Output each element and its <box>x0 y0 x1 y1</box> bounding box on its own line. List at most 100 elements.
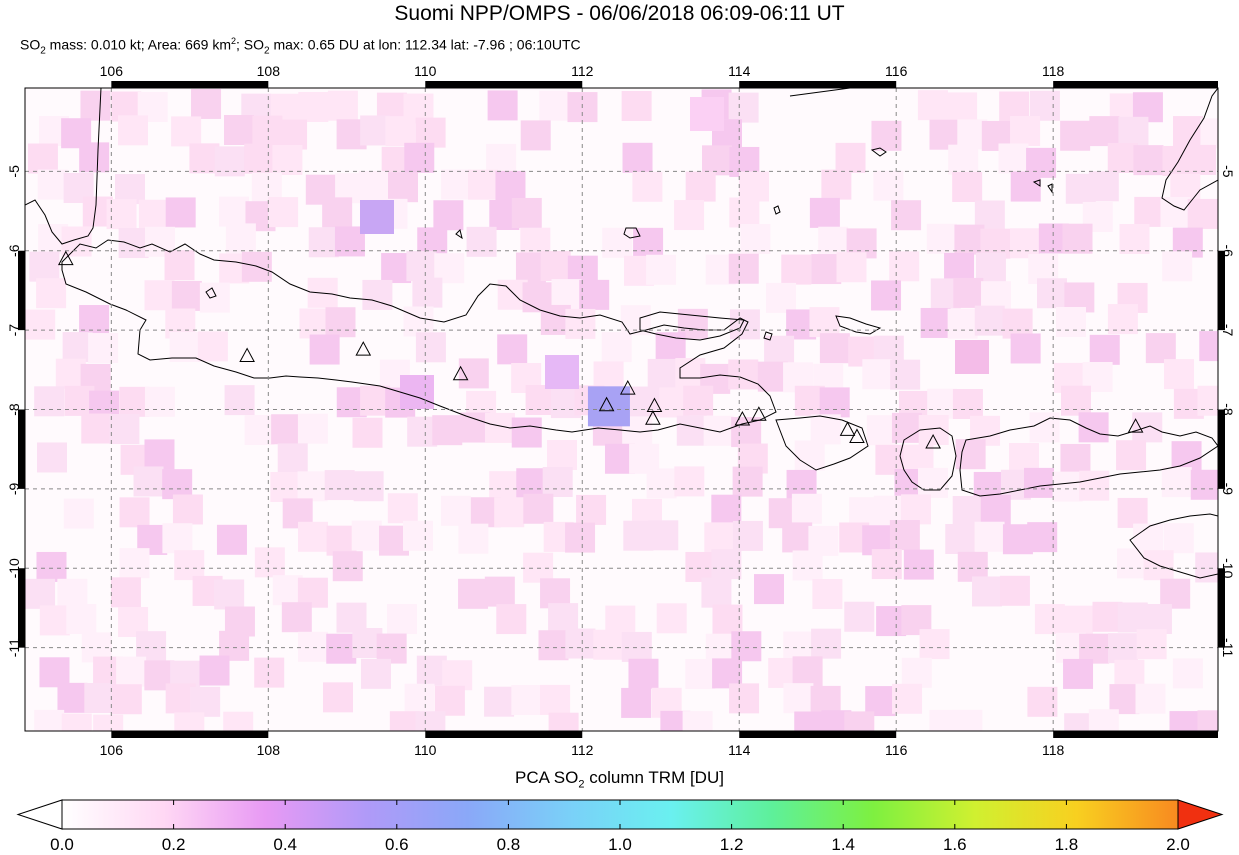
volcano-icon <box>619 380 636 395</box>
so2-pixel <box>351 520 382 551</box>
so2-pixel <box>62 332 93 363</box>
so2-pixel <box>576 494 607 525</box>
so2-pixel <box>61 713 92 731</box>
so2-pixel <box>740 223 771 254</box>
so2-map: 106 106 108 108 110 110 112 112 114 114 116 116 118 1… <box>6 63 1236 758</box>
lon-border-bar <box>425 731 583 738</box>
so2-pixel <box>336 602 367 633</box>
so2-pixel <box>400 375 434 409</box>
so2-pixel <box>1052 471 1083 502</box>
so2-pixel <box>791 493 822 524</box>
so2-pixel <box>622 142 653 173</box>
so2-pixel <box>489 471 520 502</box>
so2-pixel <box>1134 196 1165 227</box>
so2-pixel <box>901 657 932 688</box>
colorbar-tick-label: 0.2 <box>162 835 186 854</box>
lat-border-bar <box>18 568 25 648</box>
colorbar-title: PCA SO2 column TRM [DU] <box>0 768 1239 790</box>
so2-pixel <box>325 307 356 338</box>
volcano-icon <box>239 347 255 363</box>
so2-pixel <box>34 709 65 731</box>
so2-pixel <box>484 686 515 717</box>
so2-pixel <box>362 279 393 310</box>
so2-pixel <box>954 224 985 255</box>
so2-pixel <box>1172 116 1203 147</box>
so2-pixel <box>792 550 823 581</box>
lat-label-right: -9 <box>1220 483 1236 496</box>
volcano-icon <box>839 421 856 436</box>
so2-pixel <box>1117 497 1148 528</box>
so2-pixel <box>971 576 1002 607</box>
so2-pixel <box>732 466 763 497</box>
so2-pixel <box>865 686 896 717</box>
so2-pixel <box>440 495 471 526</box>
so2-pixel <box>487 90 518 121</box>
so2-pixel <box>871 549 902 580</box>
so2-pixel <box>434 685 465 716</box>
so2-pixel <box>66 603 97 634</box>
so2-pixel <box>1145 333 1176 364</box>
so2-pixel <box>214 146 245 177</box>
so2-pixel <box>119 386 150 417</box>
colorbar-tick-label: 2.0 <box>1166 835 1190 854</box>
colorbar-tick-label: 1.2 <box>720 835 744 854</box>
so2-pixel <box>628 658 659 689</box>
so2-pixel <box>297 631 328 662</box>
so2-pixel <box>115 174 146 205</box>
so2-pixel <box>223 115 254 146</box>
lat-border-bar <box>1218 568 1225 648</box>
so2-pixel <box>1034 604 1065 635</box>
volcano-icon <box>734 410 751 426</box>
so2-pixel <box>998 143 1029 174</box>
so2-pixel <box>136 631 167 662</box>
so2-pixel <box>1163 523 1194 554</box>
so2-pixel <box>866 415 897 446</box>
so2-pixel <box>191 88 222 119</box>
so2-pixel <box>214 579 245 610</box>
so2-pixel <box>704 522 735 553</box>
lon-border-bar <box>1053 731 1218 738</box>
so2-pixel <box>63 498 94 529</box>
so2-pixel <box>702 145 733 176</box>
so2-pixel <box>1055 307 1086 338</box>
so2-pixel <box>360 200 394 234</box>
coastline-sumba <box>1129 513 1218 579</box>
so2-pixel <box>1010 333 1041 364</box>
so2-pixel <box>34 386 65 417</box>
so2-pixel <box>818 226 849 257</box>
volcano-icon <box>925 433 941 449</box>
so2-pixel <box>29 251 60 282</box>
so2-pixel <box>945 524 976 555</box>
so2-pixel <box>929 709 960 731</box>
so2-pixel <box>647 358 678 389</box>
so2-pixel <box>138 199 169 230</box>
so2-pixel <box>955 340 989 374</box>
so2-pixel <box>685 551 716 582</box>
so2-subscript: 2 <box>40 45 46 57</box>
colorbar-under-arrow <box>16 799 63 830</box>
so2-pixel <box>565 628 596 659</box>
so2-pixel <box>1063 658 1094 689</box>
so2-pixel <box>1190 469 1218 500</box>
so2-pixel <box>711 494 742 525</box>
so2-pixel <box>952 171 983 202</box>
so2-pixel <box>415 711 446 731</box>
map-border-bars <box>18 81 1225 738</box>
so2-pixel <box>731 631 762 662</box>
so2-pixel <box>917 90 948 121</box>
colorbar-title-subscript: 2 <box>578 778 585 791</box>
so2-max-pixel <box>587 386 630 427</box>
so2-pixel <box>326 525 357 556</box>
so2-pixel <box>948 144 979 175</box>
so2-max-text: max: 0.65 DU at lon: 112.34 lat: -7.96 ;… <box>269 36 581 53</box>
so2-pixel <box>385 116 416 147</box>
so2-pixel <box>621 631 652 662</box>
so2-pixel <box>309 334 340 365</box>
so2-pixel <box>999 575 1030 606</box>
volcano-icon <box>355 341 372 356</box>
so2-pixel <box>406 251 437 282</box>
so2-pixel <box>1161 467 1192 498</box>
so2-pixel <box>308 227 339 258</box>
so2-pixel <box>171 280 202 311</box>
so2-pixel <box>621 687 652 718</box>
